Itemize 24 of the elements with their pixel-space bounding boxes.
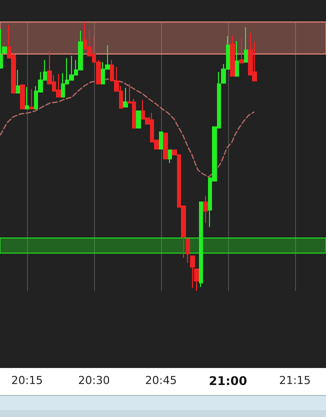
candlestick: [168, 150, 172, 164]
candlestick: [163, 132, 168, 160]
candlestick: [25, 86, 29, 110]
x-tick-label: 20:30: [78, 374, 110, 387]
candlestick: [159, 132, 163, 150]
candlestick: [235, 40, 239, 77]
candlestick: [56, 73, 61, 98]
candlestick: [20, 84, 25, 110]
candlestick: [230, 35, 235, 77]
candlestick: [190, 256, 195, 289]
candlestick: [203, 196, 208, 224]
candlestick: [239, 37, 244, 64]
candlestick: [69, 55, 74, 81]
x-tick-label: 21:00: [208, 374, 248, 388]
candlestick: [29, 88, 34, 110]
x-tick-label: 20:15: [11, 374, 43, 387]
candlestick: [123, 87, 128, 108]
candlestick: [186, 238, 190, 264]
x-tick-label: 21:15: [279, 374, 311, 387]
candlestick: [199, 201, 203, 288]
candlestick: [136, 110, 141, 128]
x-tick-label: 20:45: [145, 374, 177, 387]
candlestick: [244, 26, 248, 63]
candlestick: [16, 69, 20, 94]
